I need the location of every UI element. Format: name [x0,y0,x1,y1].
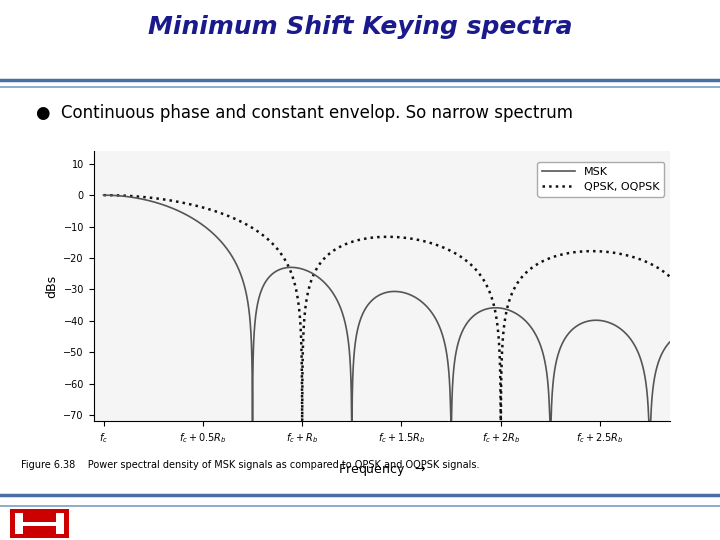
Bar [56,513,64,535]
Legend: MSK, QPSK, OQPSK: MSK, QPSK, OQPSK [537,162,664,197]
Text: Figure 6.38    Power spectral density of MSK signals as compared to QPSK and OQP: Figure 6.38 Power spectral density of MS… [22,460,480,470]
Y-axis label: dBs: dBs [45,275,58,298]
Text: Minimum Shift Keying spectra: Minimum Shift Keying spectra [148,15,572,39]
Text: ●  Continuous phase and constant envelop. So narrow spectrum: ● Continuous phase and constant envelop.… [35,104,572,123]
Text: Frequency  $\rightarrow$: Frequency $\rightarrow$ [338,462,426,478]
Bar [15,513,23,535]
Bar [15,522,64,526]
